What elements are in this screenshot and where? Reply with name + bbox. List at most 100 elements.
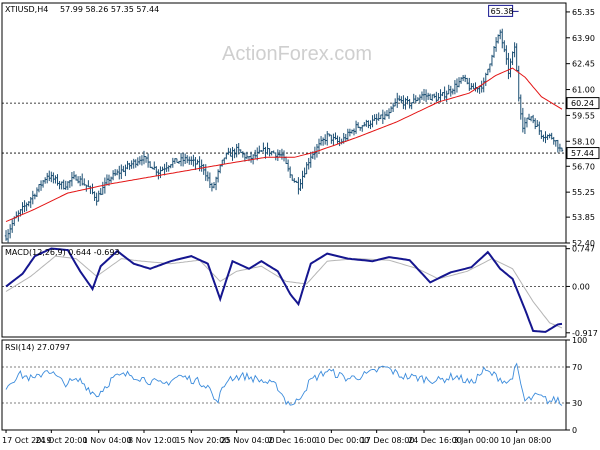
- time-tick-label: 24 Oct 20:00: [35, 436, 87, 445]
- price-bar: [525, 117, 529, 128]
- price-bar: [111, 170, 115, 181]
- price-bar: [536, 120, 539, 127]
- price-bar: [303, 167, 306, 178]
- price-bar: [41, 180, 45, 188]
- price-bar: [188, 156, 191, 165]
- price-bar: [428, 93, 432, 100]
- price-bar: [43, 177, 47, 184]
- price-axis-tick-label: 55.25: [572, 188, 595, 197]
- price-bar: [233, 148, 236, 159]
- price-bar: [105, 174, 109, 186]
- price-bar: [276, 149, 280, 161]
- price-bar: [37, 184, 41, 193]
- price-bar: [356, 122, 360, 129]
- price-bar: [46, 172, 49, 184]
- price-bar: [365, 119, 368, 127]
- price-bar: [31, 190, 34, 205]
- price-bar: [196, 159, 199, 165]
- price-bar: [200, 159, 203, 172]
- price-bar: [461, 74, 465, 82]
- price-bar: [48, 170, 51, 182]
- price-bar: [334, 132, 337, 140]
- price-bar: [118, 165, 121, 180]
- price-bar: [181, 152, 185, 167]
- price-bar: [363, 122, 366, 127]
- price-bar: [412, 93, 415, 104]
- price-bar: [25, 202, 28, 212]
- high-price-label: 65.38: [491, 7, 514, 16]
- price-bar: [396, 92, 399, 108]
- price-bar: [227, 147, 230, 155]
- last-price-tag: 57.44: [566, 147, 600, 160]
- price-bar: [274, 152, 277, 161]
- macd-panel[interactable]: 0.747 0.00 -0.917: [1, 245, 598, 338]
- price-bar: [560, 147, 564, 152]
- price-bar: [350, 129, 354, 134]
- price-bar: [241, 151, 245, 158]
- price-bar: [146, 153, 150, 168]
- price-bar: [39, 180, 43, 191]
- price-bar: [21, 202, 24, 214]
- price-bar: [91, 183, 94, 195]
- price-bar: [278, 150, 282, 158]
- price-axis-tick-label: 52.40: [572, 239, 595, 248]
- price-bar: [381, 109, 385, 125]
- price-bar: [122, 165, 125, 173]
- price-bar: [398, 95, 401, 102]
- price-bar: [321, 137, 325, 146]
- price-bar: [468, 77, 471, 91]
- price-bar: [216, 169, 220, 183]
- price-bar: [447, 84, 450, 95]
- price-bar: [169, 164, 172, 169]
- price-bar: [262, 142, 265, 152]
- rsi-panel[interactable]: 100 70 30 0: [1, 336, 587, 435]
- price-bar: [208, 172, 212, 188]
- price-bar: [420, 91, 424, 100]
- price-bar: [81, 173, 84, 186]
- price-bar: [175, 158, 179, 164]
- price-bar: [490, 54, 494, 67]
- price-bar: [218, 164, 222, 174]
- price-bar: [393, 98, 397, 107]
- price-bar: [33, 193, 37, 200]
- price-bar: [186, 155, 189, 164]
- price-bar: [288, 166, 292, 179]
- price-bar: [93, 191, 96, 201]
- price-bar: [459, 77, 463, 84]
- price-bar: [270, 150, 273, 156]
- price-bar: [482, 77, 485, 93]
- price-bar: [124, 164, 127, 177]
- price-bar: [148, 161, 152, 168]
- price-bar: [144, 156, 148, 163]
- price-bar: [268, 148, 271, 157]
- price-bar: [361, 125, 364, 132]
- price-bar: [4, 230, 8, 241]
- rsi-axis-tick-label: 70: [572, 363, 582, 372]
- price-bar: [307, 157, 310, 170]
- price-bar: [480, 80, 483, 93]
- price-bar: [513, 42, 516, 58]
- price-bar: [531, 114, 535, 124]
- price-bar: [548, 133, 551, 139]
- time-tick-label: 10 Jan 08:00: [501, 436, 552, 445]
- price-bar: [367, 120, 370, 129]
- price-bar: [501, 28, 504, 49]
- price-panel[interactable]: 65.35 63.90 62.45 61.00 59.55 58.10 56.70 55.25…: [1, 2, 600, 248]
- price-bar: [266, 142, 269, 155]
- rsi-line: [5, 362, 563, 406]
- price-bar: [83, 178, 86, 186]
- price-bar: [258, 145, 261, 154]
- price-bar: [113, 169, 117, 177]
- price-bar: [431, 94, 434, 101]
- macd-axis-tick-label: -0.917: [572, 329, 598, 338]
- price-bar: [435, 91, 438, 103]
- price-bar: [544, 131, 547, 144]
- last-price-tag-text: 57.44: [571, 149, 594, 158]
- price-bar: [29, 196, 32, 208]
- price-bar: [165, 162, 168, 173]
- price-bar: [433, 93, 436, 99]
- rsi-title: RSI(14) 27.0797: [5, 343, 70, 352]
- price-bar: [126, 160, 129, 170]
- price-bar: [78, 175, 82, 187]
